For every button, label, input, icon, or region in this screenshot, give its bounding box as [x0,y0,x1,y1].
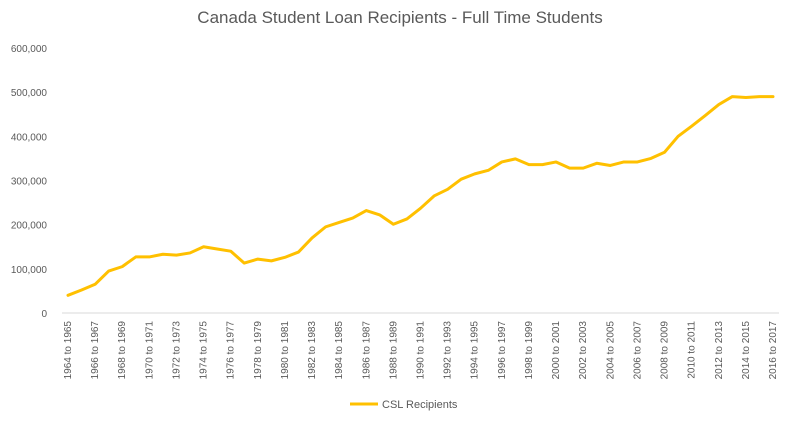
y-tick-label: 100,000 [11,265,48,276]
x-tick-label: 2006 to 2007 [632,321,643,380]
y-tick-label: 200,000 [11,221,48,232]
x-tick-label: 1990 to 1991 [416,321,427,380]
x-tick-label: 1998 to 1999 [524,321,535,380]
x-tick-label: 1984 to 1985 [334,321,345,380]
x-tick-label: 2010 to 2011 [687,321,698,379]
x-tick-label: 2014 to 2015 [741,321,752,380]
x-tick-label: 1980 to 1981 [280,321,291,380]
x-tick-label: 2002 to 2003 [578,321,589,380]
x-tick-label: 2012 to 2013 [714,321,725,380]
y-tick-label: 300,000 [11,177,48,188]
series-line-csl-recipients [66,95,775,297]
legend: CSL Recipients [350,399,458,411]
x-tick-label: 1972 to 1973 [171,321,182,380]
y-tick-label: 500,000 [11,88,48,99]
y-axis: 0 100,000 200,000 300,000 400,000 500,000 600,… [11,44,48,320]
legend-label: CSL Recipients [382,399,458,411]
x-tick-label: 1982 to 1983 [307,321,318,380]
x-tick-label: 1976 to 1977 [226,321,237,380]
x-tick-label: 1978 to 1979 [253,321,264,380]
y-tick-label: 400,000 [11,132,48,143]
x-tick-label: 1966 to 1967 [90,321,101,380]
x-tick-label: 1986 to 1987 [361,321,372,380]
x-tick-label: 2008 to 2009 [660,321,671,380]
x-tick-label: 1994 to 1995 [470,321,481,380]
x-tick-label: 1992 to 1993 [443,321,454,380]
y-tick-label: 0 [41,309,47,320]
x-axis: 1964 to 1965 1966 to 1967 1968 to 1969 1970… [63,321,779,380]
x-tick-label: 1988 to 1989 [388,321,399,380]
x-tick-label: 2016 to 2017 [768,321,779,380]
x-tick-label: 1968 to 1969 [117,321,128,380]
chart-title: Canada Student Loan Recipients - Full Ti… [197,8,603,27]
x-tick-label: 1974 to 1975 [199,321,210,380]
x-tick-label: 1996 to 1997 [497,321,508,380]
x-tick-label: 2000 to 2001 [551,321,562,380]
x-tick-label: 2004 to 2005 [605,321,616,380]
y-tick-label: 600,000 [11,44,48,55]
x-tick-label: 1970 to 1971 [144,321,155,380]
x-tick-label: 1964 to 1965 [63,321,74,380]
